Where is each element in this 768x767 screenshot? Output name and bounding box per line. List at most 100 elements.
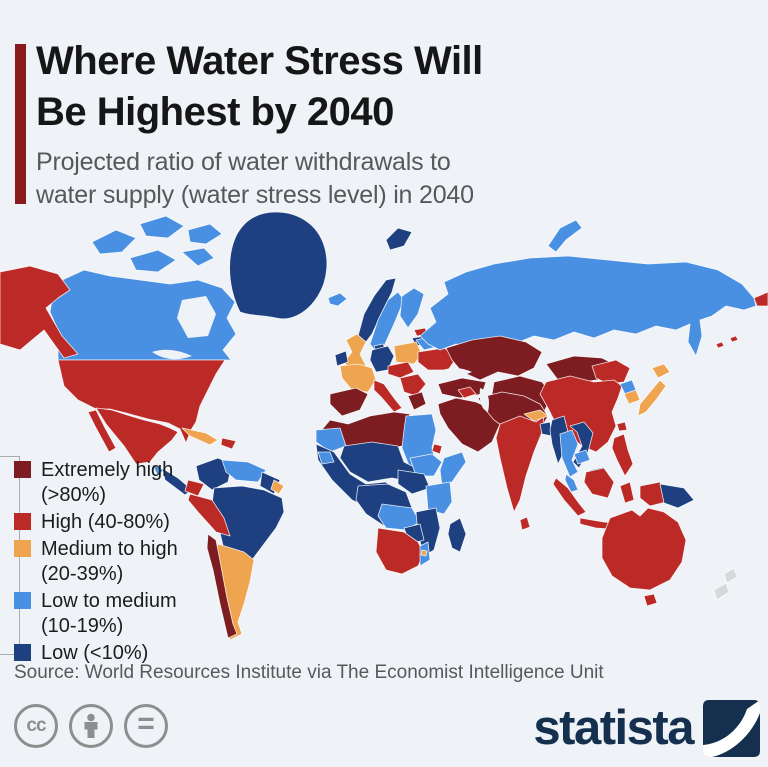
map-region-czech-austria <box>387 361 415 379</box>
accent-bar <box>15 44 26 204</box>
map-region-usa <box>57 359 226 444</box>
map-region-philippines <box>611 433 634 477</box>
creative-commons-icon[interactable]: cc <box>14 704 58 748</box>
map-region-france <box>339 363 377 393</box>
map-region-tasmania <box>643 593 658 607</box>
map-region-sumatra <box>552 477 587 517</box>
map-region-norway <box>357 277 397 343</box>
legend-label-range: (10-19%) <box>41 615 124 637</box>
legend-swatch-medium-to-high <box>14 540 31 557</box>
page-subtitle: Projected ratio of water withdrawals to … <box>36 146 474 212</box>
map-region-thailand <box>559 429 579 478</box>
map-region-australia <box>601 507 687 591</box>
map-region-japan <box>637 379 667 417</box>
subtitle-line-1: Projected ratio of water withdrawals to <box>36 148 451 176</box>
map-region-venezuela <box>221 459 267 483</box>
map-region-ireland <box>334 350 349 367</box>
legend-item-extremely-high: Extremely high (>80%) <box>14 458 178 508</box>
map-region-kenya-tanzania <box>425 481 453 515</box>
legend: Extremely high (>80%) High (40-80%) Mediu… <box>14 458 178 666</box>
map-region-south-sudan-uganda <box>397 469 431 495</box>
legend-swatch-extremely-high <box>14 461 31 478</box>
map-region-ecuador <box>184 479 205 497</box>
map-region-arabia <box>437 397 501 453</box>
map-region-greenland <box>229 211 328 320</box>
map-region-colombia <box>195 457 233 491</box>
map-region-cuba <box>181 427 219 446</box>
map-region-french-guiana <box>270 479 285 495</box>
map-region-west-papua <box>639 481 667 507</box>
legend-item-high: High (40-80%) <box>14 510 178 535</box>
map-region-laos-vietnam <box>569 421 594 469</box>
map-region-cambodia <box>573 449 591 465</box>
license-icons[interactable]: cc = <box>14 704 168 748</box>
asia <box>385 219 768 531</box>
map-region-borneo <box>583 467 615 499</box>
map-region-japan <box>651 363 671 379</box>
statista-swoosh-icon <box>703 699 760 757</box>
map-region-somalia <box>439 451 467 487</box>
map-region-new-zealand <box>723 567 738 584</box>
hudson-bay <box>177 296 216 338</box>
legend-label: Low to medium <box>41 590 177 612</box>
map-region-southern-africa <box>375 527 425 575</box>
statista-logo[interactable]: statista <box>533 698 760 758</box>
map-region-madagascar <box>447 517 467 553</box>
south-america <box>184 457 285 641</box>
map-region-canadian-arctic <box>91 229 137 255</box>
map-region-chile <box>206 533 238 639</box>
map-region-sri-lanka <box>519 516 531 531</box>
map-region-sulawesi <box>619 481 635 504</box>
map-region-mexico <box>95 407 179 465</box>
black-sea <box>438 368 472 376</box>
map-region-svalbard <box>385 227 413 251</box>
map-region-papua-new-guinea <box>659 483 695 509</box>
legend-label-range: (>80%) <box>41 484 107 506</box>
statista-logo-mark <box>703 699 760 757</box>
map-region-hispaniola <box>220 437 237 450</box>
map-region-finland <box>399 287 425 329</box>
north-america <box>0 211 328 496</box>
map-region-manchuria <box>591 359 631 385</box>
legend-label: Extremely high <box>41 459 174 481</box>
attribution-icon[interactable] <box>69 704 113 748</box>
map-region-spain <box>329 387 369 417</box>
legend-label: Medium to high <box>41 538 178 560</box>
map-region-south-korea <box>623 389 641 405</box>
map-region-iceland <box>327 292 348 307</box>
legend-item-medium-to-high: Medium to high (20-39%) <box>14 537 178 587</box>
map-region-baja <box>87 409 117 453</box>
map-region-canadian-arctic <box>129 249 177 273</box>
subtitle-line-2: water supply (water stress level) in 204… <box>36 181 474 209</box>
caspian-sea <box>479 388 489 412</box>
great-lakes <box>152 349 192 360</box>
map-region-swaziland <box>420 549 428 557</box>
title-line-1: Where Water Stress Will <box>36 39 483 83</box>
oceania <box>601 507 738 607</box>
legend-label: Low (<10%) <box>41 642 149 664</box>
map-region-greece <box>407 391 427 411</box>
map-region-kurils <box>729 335 739 343</box>
map-region-india <box>495 415 545 513</box>
map-region-caucasus <box>457 386 477 399</box>
map-region-canadian-arctic <box>139 215 185 239</box>
map-region-chukotka <box>753 291 768 307</box>
map-region-new-zealand <box>713 582 730 601</box>
map-region-peru <box>187 493 231 537</box>
map-region-nepal <box>523 409 549 422</box>
legend-item-low-to-medium: Low to medium (10-19%) <box>14 589 178 639</box>
title-line-2: Be Highest by 2040 <box>36 90 394 134</box>
map-region-canadian-arctic <box>181 247 215 267</box>
map-region-balkans <box>399 373 427 397</box>
person-glyph <box>84 713 98 738</box>
map-region-eritrea <box>431 443 443 455</box>
statista-wordmark: statista <box>533 701 694 755</box>
map-region-guinea <box>317 451 335 465</box>
source-note: Source: World Resources Institute via Th… <box>14 662 604 683</box>
africa <box>315 411 467 575</box>
no-derivatives-icon[interactable]: = <box>124 704 168 748</box>
map-region-italy <box>373 379 403 413</box>
map-region-malaysia <box>564 473 579 493</box>
